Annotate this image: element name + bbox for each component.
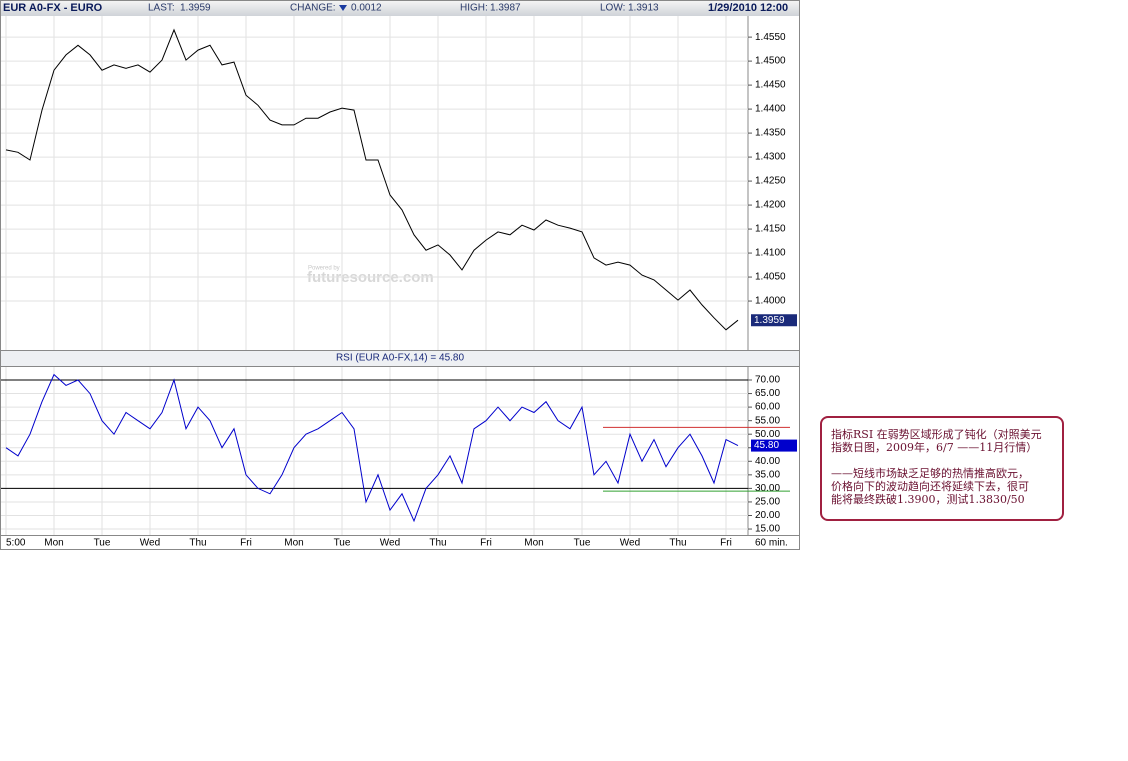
annotation-text: 价格向下的波动趋向还将延续下去，很可 (831, 479, 1029, 493)
y-tick-label: 1.4200 (755, 200, 786, 211)
x-tick-label: Wed (140, 538, 160, 549)
watermark-small: Powered by (308, 266, 340, 272)
symbol: EUR A0-FX - EURO (3, 2, 103, 14)
y-tick-label: 1.4550 (755, 32, 786, 43)
x-tick-label: Fri (720, 538, 732, 549)
annotation-text: 指标RSI 在弱势区域形成了钝化（对照美元 (831, 427, 1042, 441)
x-tick-label: Tue (94, 538, 111, 549)
y-tick-label: 1.4350 (755, 128, 786, 139)
x-tick-label: Fri (480, 538, 492, 549)
x-tick-label: Thu (429, 538, 446, 549)
last-value-label: 45.80 (754, 440, 779, 451)
x-tick-label: Wed (620, 538, 640, 549)
header-bar (1, 1, 799, 16)
series-line (5, 373, 739, 523)
high-value: 1.3987 (490, 3, 521, 14)
y-tick-label: 20.00 (755, 510, 780, 521)
y-tick-label: 1.4150 (755, 224, 786, 235)
y-tick-label: 1.4500 (755, 56, 786, 67)
x-tick-label: Tue (334, 538, 351, 549)
y-tick-label: 1.4100 (755, 248, 786, 259)
datetime: 1/29/2010 12:00 (708, 2, 788, 14)
down-arrow (339, 5, 347, 11)
last-value: 1.3959 (180, 3, 211, 14)
rsi-title-bar (1, 351, 799, 366)
y-tick-label: 1.4300 (755, 152, 786, 163)
x-tick-label: Mon (44, 538, 63, 549)
x-tick-label: Wed (380, 538, 400, 549)
y-tick-label: 1.4050 (755, 272, 786, 283)
y-tick-label: 35.00 (755, 469, 780, 480)
y-tick-label: 1.4250 (755, 176, 786, 187)
y-tick-label: 15.00 (755, 524, 780, 535)
annotation-box (820, 416, 1064, 521)
x-tick-label: Thu (189, 538, 206, 549)
change-value: 0.0012 (351, 3, 382, 14)
low-label: LOW: (600, 3, 625, 14)
y-tick-label: 1.4400 (755, 104, 786, 115)
change-label: CHANGE: (290, 3, 336, 14)
annotation-text: ——短线市场缺乏足够的热情推高欧元， (831, 466, 1029, 480)
last-value-box (751, 439, 797, 452)
last-label: LAST: (148, 3, 175, 14)
rsi-title: RSI (EUR A0-FX,14) = 45.80 (336, 353, 465, 364)
x-tick-label: 5:00 (6, 538, 26, 549)
low-value: 1.3913 (628, 3, 659, 14)
high-label: HIGH: (460, 3, 488, 14)
y-tick-label: 65.00 (755, 388, 780, 399)
y-tick-label: 70.00 (755, 375, 780, 386)
chart-frame (0, 0, 800, 550)
x-tick-label: Thu (669, 538, 686, 549)
y-tick-label: 55.00 (755, 415, 780, 426)
x-tick-label: Tue (574, 538, 591, 549)
annotation-text: 指数日图，2009年，6/7 ——11月行情） (831, 440, 1037, 454)
last-value-box (751, 314, 797, 327)
y-tick-label: 60.00 (755, 402, 780, 413)
y-tick-label: 1.4000 (755, 296, 786, 307)
y-tick-label: 1.4450 (755, 80, 786, 91)
y-tick-label: 40.00 (755, 456, 780, 467)
y-tick-label: 50.00 (755, 429, 780, 440)
x-unit-label: 60 min. (755, 538, 788, 549)
series-line (5, 28, 739, 331)
x-tick-label: Fri (240, 538, 252, 549)
y-tick-label: 25.00 (755, 497, 780, 508)
x-tick-label: Mon (524, 538, 543, 549)
annotation-text: 能将最终跌破1.3900，测试1.3830/50 (831, 492, 1025, 506)
last-value-label: 1.3959 (754, 315, 785, 326)
y-tick-label: 30.00 (755, 483, 780, 494)
x-tick-label: Mon (284, 538, 303, 549)
